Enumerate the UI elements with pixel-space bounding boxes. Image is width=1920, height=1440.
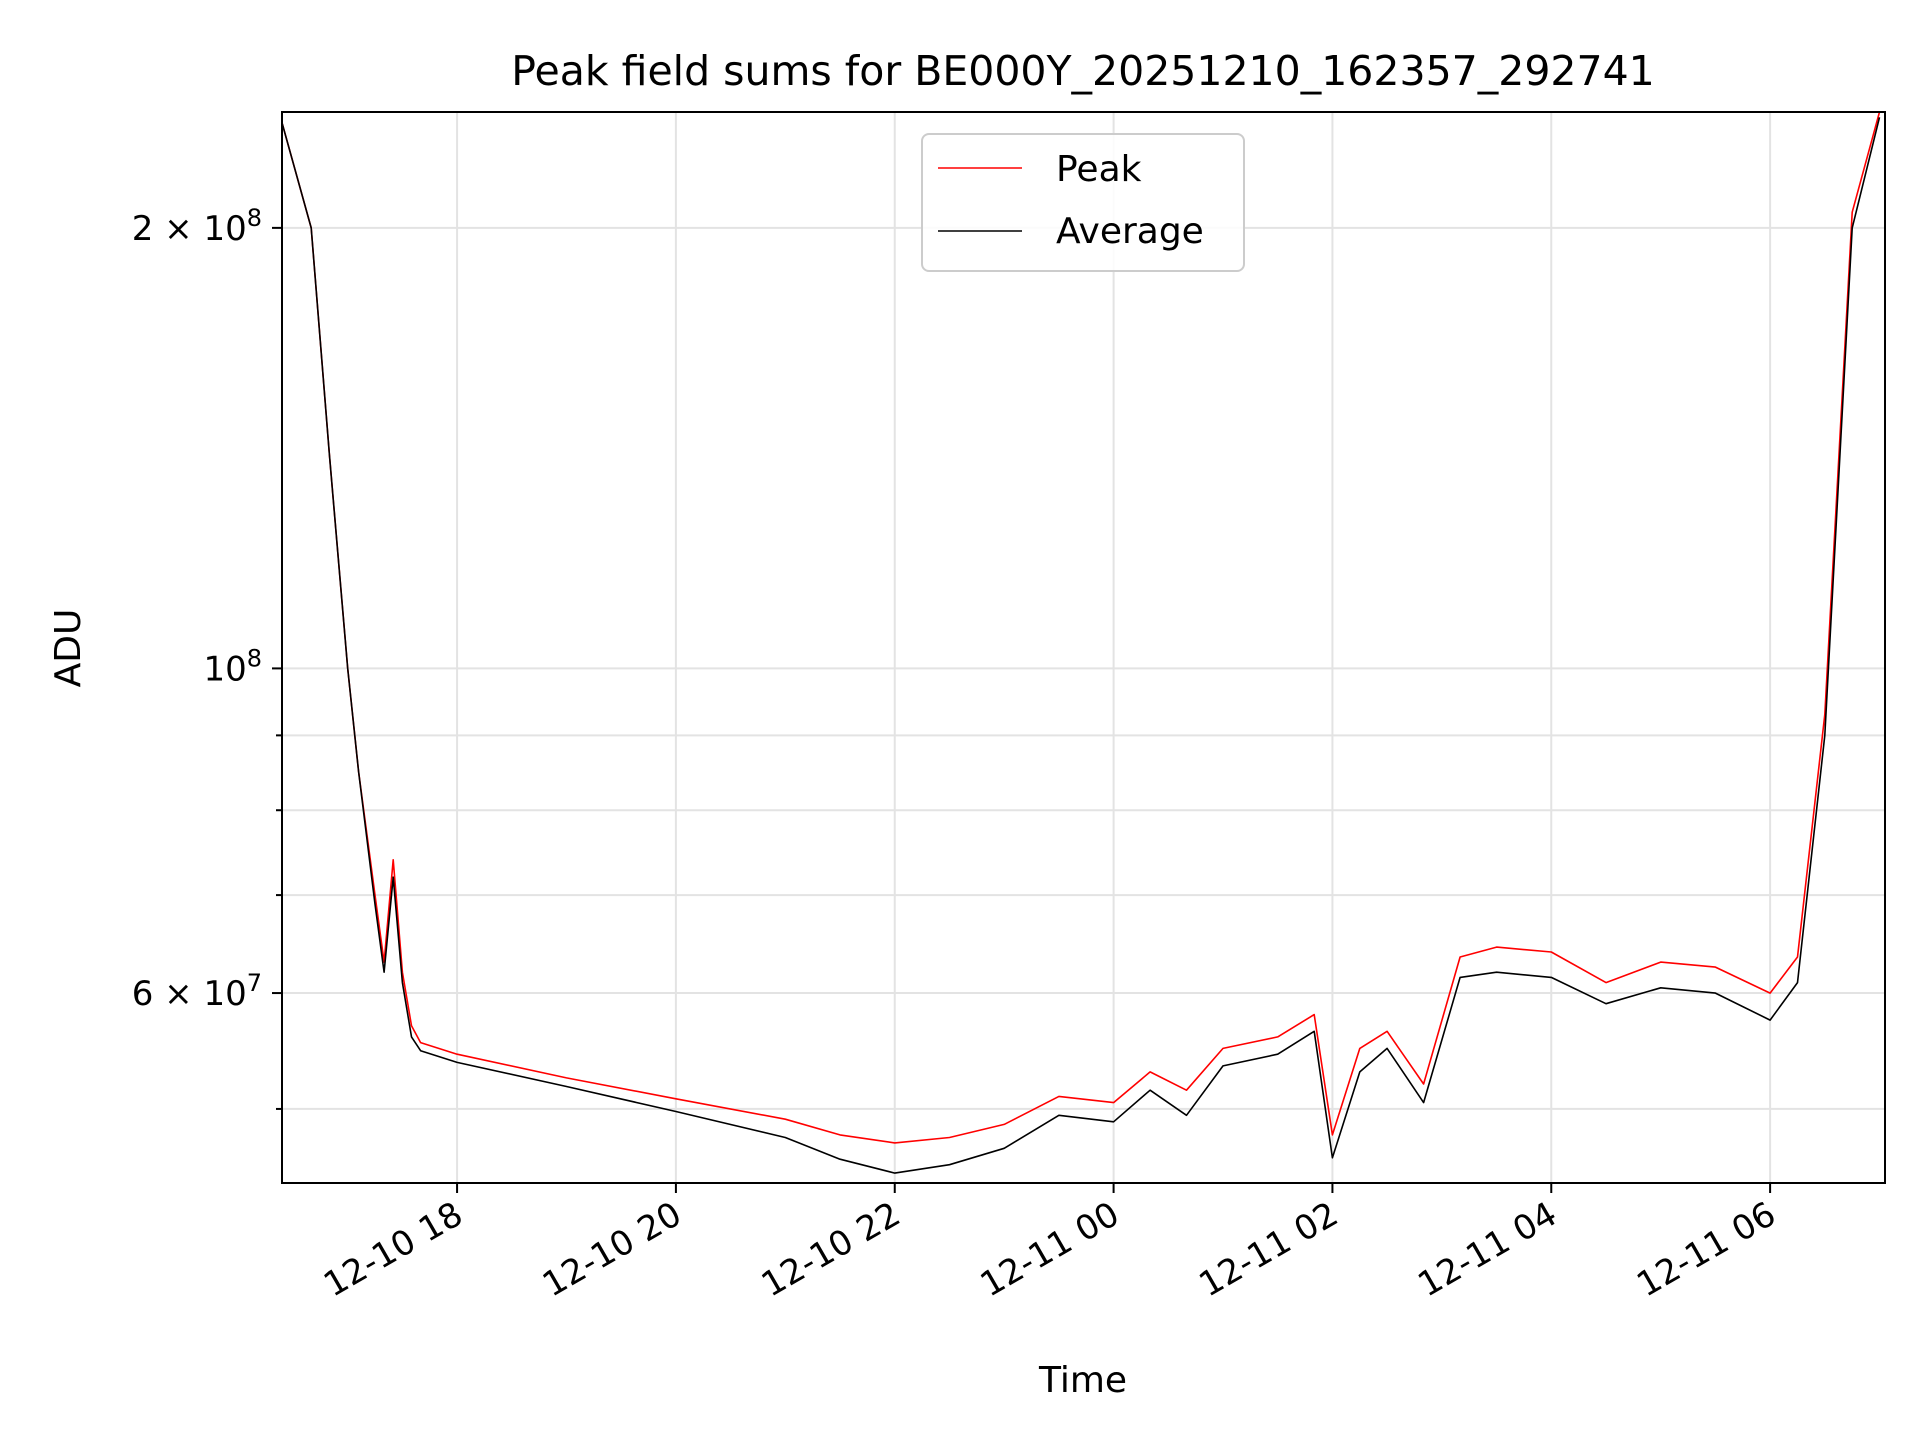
legend: Peak Average (921, 133, 1245, 272)
grid (282, 112, 1885, 1183)
chart-title: Peak field sums for BE000Y_20251210_1623… (511, 47, 1655, 95)
plot-frame (281, 111, 1886, 1184)
y-axis-label: ADU (48, 609, 89, 688)
legend-label-average: Average (1056, 211, 1204, 252)
y-tick-label: 6 × 107 (132, 969, 262, 1014)
x-axis-label: Time (1038, 1360, 1127, 1401)
legend-label-peak: Peak (1056, 149, 1142, 190)
y-tick-label: 2 × 108 (132, 204, 262, 249)
series-lines (281, 111, 1881, 1174)
series-line-average (281, 117, 1881, 1174)
series-line-peak (281, 111, 1881, 1144)
